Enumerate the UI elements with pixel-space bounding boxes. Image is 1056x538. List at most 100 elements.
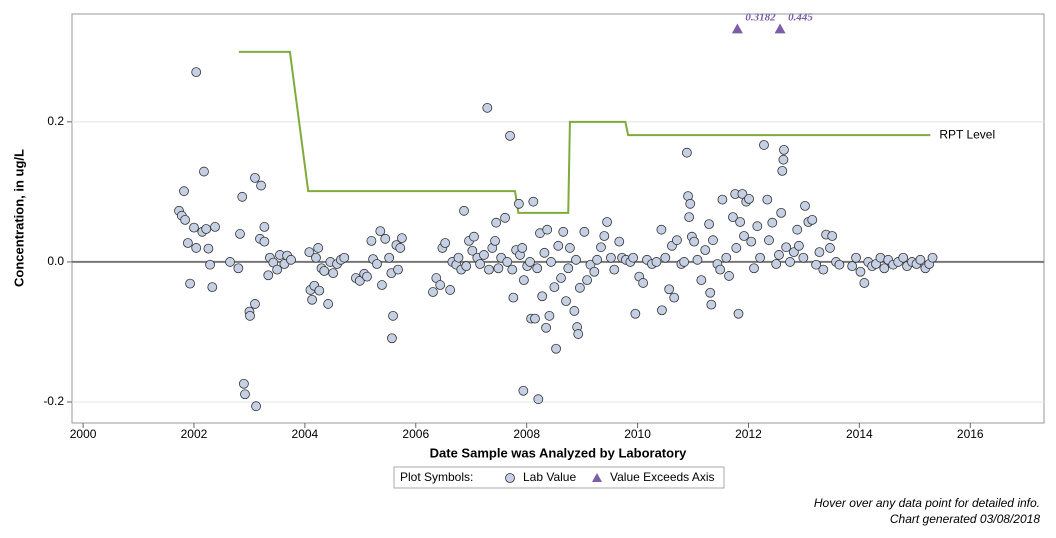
lab-value-point [779,144,789,155]
lab-value-point [807,215,818,225]
lab-value-point [286,254,296,265]
lab-value-point [384,252,395,263]
lab-value-point [556,273,566,283]
lab-value-point [259,236,270,247]
lab-value-point [582,275,593,286]
lab-value-point [728,212,738,222]
lab-value-point [927,252,938,263]
lab-value-point [233,263,244,274]
lab-value-point [569,306,580,316]
lab-value-point [251,401,261,412]
x-tick-label: 2004 [292,427,319,441]
lab-value-point [827,231,838,241]
lab-value-point [811,259,822,270]
lab-value-point [339,252,350,263]
lab-value-point [774,250,784,260]
lab-value-point [189,222,199,233]
y-tick-label: 0.2 [47,114,64,128]
lab-value-point [704,219,714,230]
lab-value-point [235,229,245,239]
lab-value-point [818,264,829,275]
legend-title: Plot Symbols: [400,470,473,484]
y-tick-label: -0.2 [43,394,64,408]
lab-value-point [847,261,858,272]
lab-value-point [777,165,788,176]
lab-value-point [664,284,675,295]
lab-value-point [354,275,365,286]
plot-frame [71,13,1045,424]
lab-value-point [689,236,700,247]
lab-value-point [372,259,382,269]
lab-value-point [475,259,485,269]
lab-value-point [638,278,649,288]
lab-value-point [377,280,387,290]
lab-value-point [575,282,585,293]
lab-value-point [746,236,757,247]
lab-value-point [502,257,513,267]
lab-value-point [571,254,581,265]
lab-value-point [800,200,810,211]
lab-value-point [599,231,610,241]
lab-value-point [530,313,540,324]
lab-value-point [859,278,870,288]
lab-value-point [440,238,451,248]
lab-value-point [313,243,324,253]
lab-value-point [563,263,574,274]
lab-value-point [319,266,330,276]
lab-value-point [445,285,456,295]
lab-value-point [387,333,397,344]
lab-value-point [201,224,212,234]
x-tick-label: 2016 [957,427,984,441]
lab-value-point [397,233,407,244]
lab-value-point [428,287,438,297]
x-tick-label: 2012 [735,427,762,441]
exceeds-label: 0.445 [788,12,813,24]
lab-value-point [672,235,682,246]
lab-value-point [898,252,909,263]
lab-value-point [551,343,561,354]
lab-value-point [467,245,478,256]
lab-value-point [721,252,732,263]
lab-value-point [191,67,202,78]
lab-value-point [500,212,510,223]
lab-value-point [210,222,220,232]
legend-symbol [592,473,602,482]
lab-value-point [785,257,795,267]
lab-value-point [692,254,703,265]
x-tick-label: 2014 [846,427,873,441]
lab-value-point [238,378,249,389]
lab-value-point [762,194,773,205]
lab-value-point [323,299,334,309]
lab-value-point [630,308,641,319]
lab-value-point [542,224,553,235]
lab-value-point [696,275,707,286]
lab-value-point [250,299,260,309]
lab-value-point [685,198,696,209]
lab-value-point [395,243,406,253]
lab-value-point [517,243,528,253]
lab-value-point [314,285,325,296]
lab-value-point [705,287,716,298]
lab-value-point [469,231,479,242]
lab-value-point [684,212,695,222]
lab-value-point [558,226,569,237]
lab-value-point [256,180,266,191]
lab-value-point [179,186,189,197]
exceeds-label: 0.3182 [745,12,776,24]
lab-value-point [764,235,774,246]
lab-value-point [724,271,734,281]
lab-value-point [814,247,825,258]
lab-value-point [225,257,235,267]
exceeds-marker [774,23,786,34]
lab-value-point [272,264,283,275]
lab-value-point [546,257,556,267]
lab-value-point [682,147,692,158]
lab-value-point [915,254,926,265]
lab-value-point [771,259,782,269]
lab-value-point [541,322,551,333]
lab-value-point [715,264,726,275]
lab-value-point [508,292,519,303]
lab-value-point [528,196,539,207]
lab-value-point [250,172,260,183]
lab-value-point [749,263,759,274]
